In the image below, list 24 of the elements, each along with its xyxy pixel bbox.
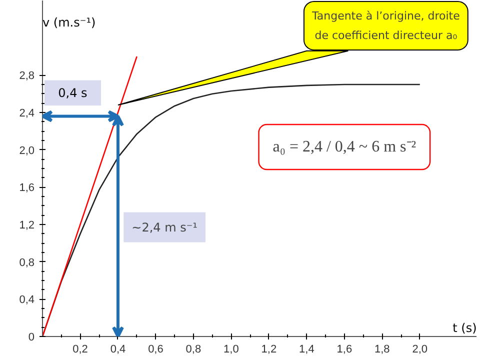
y-axis-title: v (m.s⁻¹) (42, 15, 96, 30)
annotation: ~2,4 m s⁻¹ (132, 220, 198, 234)
annotation: Tangente à l’origine, droite de coefficient directeur a₀ (310, 9, 460, 42)
y-tick-label: 2,0 (19, 144, 35, 157)
x-axis-title: t (s) (452, 320, 477, 335)
x-tick-label: 0,2 (72, 344, 88, 356)
annotation: 0,4 s (58, 86, 88, 100)
y-tick-label: 2,8 (19, 70, 35, 82)
x-tick-label: 1,0 (224, 344, 239, 356)
x-tick-label: 2,0 (412, 344, 428, 356)
x-tick-label: 0,6 (148, 344, 164, 356)
y-tick-label: 0 (28, 332, 35, 344)
y-tick-label: 0,4 (19, 294, 35, 306)
annotation: a₀ = 2,4 / 0,4 ~ 6 m s⁻² (272, 138, 416, 156)
x-tick-label: 1,2 (261, 344, 277, 356)
x-tick-label: 1,8 (374, 344, 390, 356)
y-tick-label: 0,8 (19, 256, 35, 269)
y-tick-label: 2,4 (19, 108, 35, 120)
x-tick-label: 0,8 (186, 344, 202, 356)
y-tick-label: 1,6 (19, 182, 35, 194)
y-tick-label: 1,2 (19, 220, 35, 232)
x-tick-label: 0,4 (110, 344, 126, 356)
x-tick-label: 1,4 (299, 344, 314, 356)
x-tick-label: 1,6 (336, 344, 352, 356)
